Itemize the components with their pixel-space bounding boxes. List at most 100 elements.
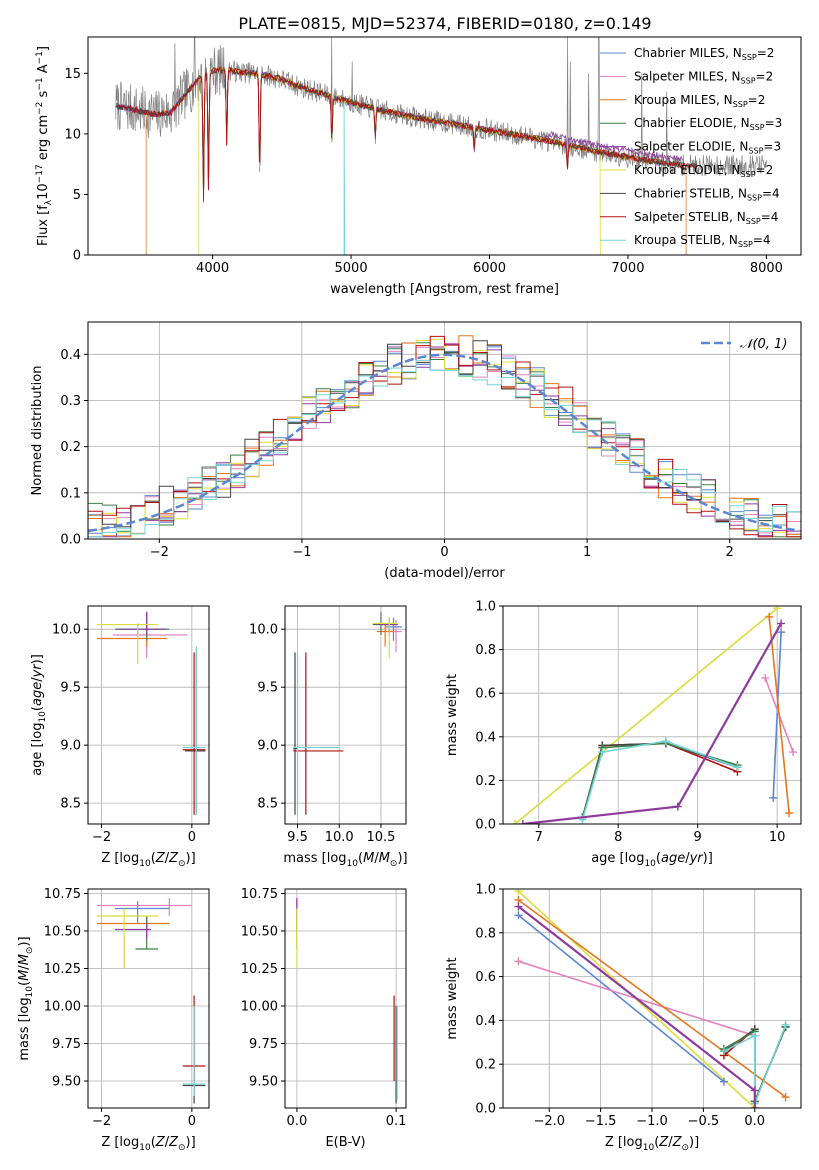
axis-label-part: /	[374, 851, 379, 866]
y-tick-label: 10.00	[241, 1000, 278, 1015]
axis-label-part: )]	[689, 1135, 699, 1150]
series-line	[581, 740, 738, 820]
axis-label-part: Z	[168, 1135, 179, 1150]
histogram-salpeter-elodie	[88, 343, 801, 538]
y-tick-label: 1.0	[475, 883, 496, 898]
legend-entry: Salpeter MILES, NSSP=2	[634, 69, 773, 85]
mass-vs-ebv-panel: 0.0 0.1 9.50 9.75 10.00 10.25 10.50 10.75 E(B-V)	[241, 887, 407, 1150]
y-tick-label: 9.0	[257, 739, 278, 754]
axis-label: mass weight	[445, 957, 460, 1039]
legend-entry-sub: SSP	[738, 240, 753, 249]
y-tick-label: 10.50	[241, 925, 278, 940]
legend-entry-sub: SSP	[748, 147, 763, 156]
data-point-salpeter-stelib	[182, 652, 206, 815]
spectrum-legend: Chabrier MILES, NSSP=2 Salpeter MILES, NS…	[600, 46, 782, 249]
legend-entry-sub: SSP	[742, 53, 757, 62]
axis-label-part: 10	[38, 711, 48, 723]
x-tick-label: 5000	[335, 261, 368, 276]
axis-label: mass [log10(M/M⊙)]	[283, 851, 407, 869]
axis-label-part: M	[379, 851, 390, 866]
legend-entry: Chabrier MILES, NSSP=2	[634, 46, 774, 62]
axis-label-part: (	[151, 1135, 156, 1150]
axis-label-part: )]	[703, 851, 713, 866]
legend-entry-value: =2	[756, 163, 774, 177]
x-tick-label: 10.5	[366, 830, 395, 845]
model-spectrum-chabrier-stelib	[115, 66, 698, 188]
axis-label-part: Z [log	[605, 1135, 643, 1150]
x-tick-label: 6000	[473, 261, 506, 276]
axis-label: mass weight	[445, 674, 460, 756]
y-tick-label: 0.2	[475, 774, 496, 789]
axis-label-part: age [log	[30, 723, 45, 776]
y-tick-label: 0.6	[475, 687, 496, 702]
x-tick-label: 0	[440, 545, 448, 560]
axis-label-part: ⊙	[178, 859, 186, 869]
axis-label-part: 10	[139, 859, 151, 869]
x-tick-label: 10	[769, 830, 786, 845]
legend-entry: Kroupa ELODIE, NSSP=2	[634, 163, 773, 179]
model-spectrum-kroupa-stelib	[343, 101, 346, 255]
plot-area	[514, 889, 790, 1108]
y-tick-label: 10.00	[44, 1000, 81, 1015]
series-kroupa-stelib	[578, 737, 742, 824]
axis-label-part: mass [log	[17, 997, 32, 1060]
x-tick-label: 8000	[750, 261, 783, 276]
axis-label-part: yr	[30, 663, 45, 679]
y-tick-label: 8.5	[257, 797, 278, 812]
age-vs-metallicity-panel: −2 08.59.09.510.0Z [log10(Z/Z⊙)]age [log1…	[30, 605, 210, 869]
axis-label: Z [log10(Z/Z⊙)]	[101, 1135, 195, 1153]
x-tick-label: −2	[92, 830, 111, 845]
legend-entry-value: =4	[762, 186, 780, 200]
x-tick-label: −2.0	[533, 1114, 565, 1129]
axis-label: age [log10(age/yr)]	[591, 851, 713, 869]
y-tick-label: 9.5	[60, 681, 81, 696]
series-line	[522, 622, 783, 824]
y-tick-label: 0.4	[60, 348, 81, 363]
legend-entry-name: Salpeter STELIB, N	[634, 210, 746, 224]
axis-label-part: Z	[155, 851, 166, 866]
axis-label-part: 10	[139, 1143, 151, 1153]
axis-label-part: ]	[36, 46, 51, 51]
axis-label-part: −1	[35, 51, 45, 64]
data-point-chabrier-stelib	[293, 652, 298, 815]
legend-entry-name: Salpeter ELODIE, N	[634, 140, 748, 154]
axis-label-part: 10	[36, 183, 51, 200]
y-tick-label: 9.0	[60, 739, 81, 754]
mass-weight-vs-metallicity-panel: −2.0 −1.5 −1.0 −0.5 0.0 0.0 0.2 0.4 0.6 0.8 1.0 Z […	[445, 883, 802, 1153]
axis-label-part: Z	[168, 851, 179, 866]
plot-frame	[502, 605, 802, 825]
data-point-salpeter-elodie	[115, 923, 152, 939]
x-tick-label: −1.0	[636, 1114, 668, 1129]
series-kroupa-miles	[514, 895, 790, 1102]
axis-label-part: Z [log	[101, 1135, 139, 1150]
y-tick-label: 1.0	[475, 600, 496, 615]
normal-curve	[88, 353, 799, 533]
legend-entry: Chabrier ELODIE, NSSP=3	[634, 116, 782, 132]
data-point-salpeter-miles	[97, 898, 192, 916]
axis-label-part: )]	[397, 851, 407, 866]
legend-entry-value: =4	[761, 210, 779, 224]
x-tick-label: −2	[92, 1114, 111, 1129]
x-tick-label: −1.5	[585, 1114, 617, 1129]
plot-frame	[284, 605, 407, 825]
y-tick-label: 0.8	[475, 643, 496, 658]
legend-entry: Salpeter STELIB, NSSP=4	[634, 210, 778, 226]
series-kroupa-miles	[765, 612, 794, 818]
legend-entry-sub: SSP	[741, 170, 756, 179]
axis-label-part: ⊙	[178, 1143, 186, 1153]
legend-entry-name: Chabrier ELODIE, N	[634, 116, 750, 130]
y-tick-label: 10.25	[241, 962, 278, 977]
plot-frame	[87, 36, 802, 256]
data-point-kroupa-stelib	[182, 1006, 206, 1096]
axis-label-part: /	[165, 851, 170, 866]
data-point-chabrier-stelib	[185, 652, 206, 815]
x-tick-label: 7	[535, 830, 543, 845]
y-tick-label: 0.0	[475, 1102, 496, 1117]
axis-label-part: (	[30, 706, 45, 711]
legend-entry-value: =2	[757, 46, 775, 60]
x-tick-label: 9	[694, 830, 702, 845]
axis-label-part: −2	[35, 102, 45, 115]
axis-label-part: Z	[672, 1135, 683, 1150]
